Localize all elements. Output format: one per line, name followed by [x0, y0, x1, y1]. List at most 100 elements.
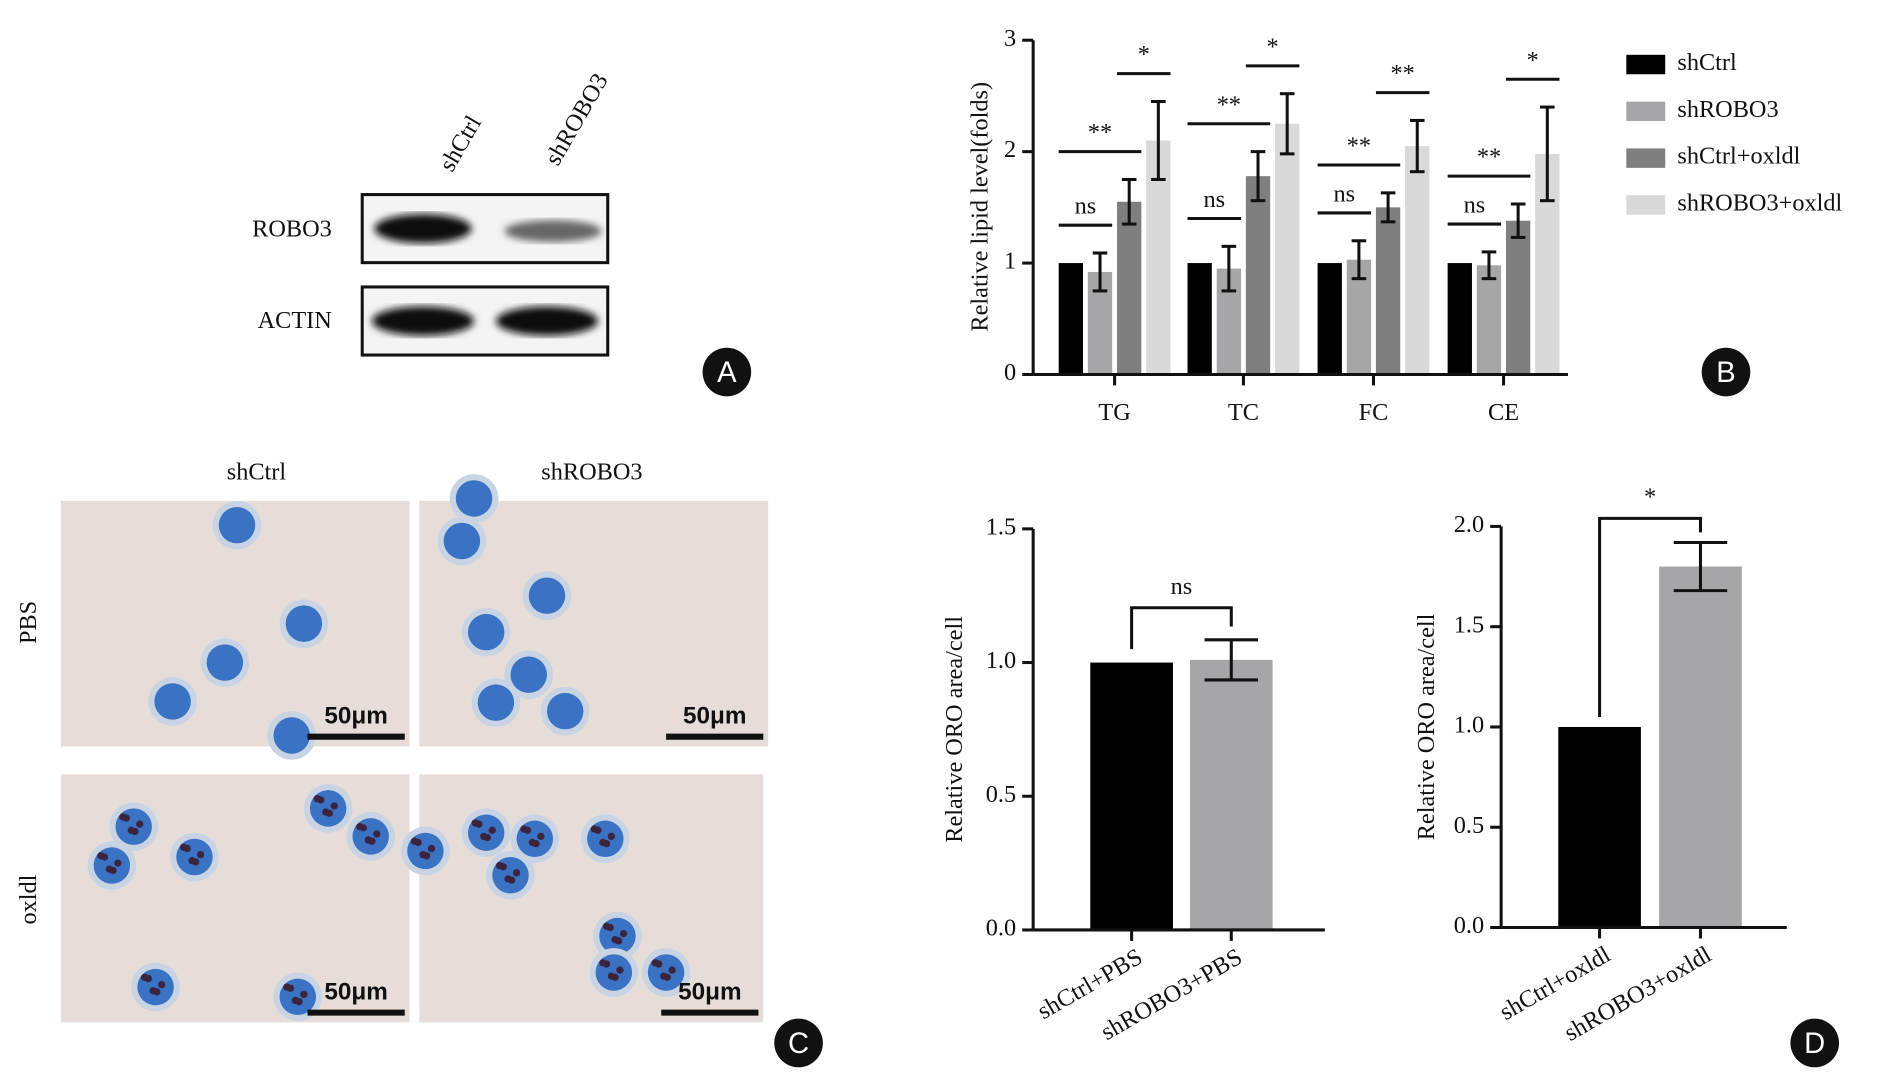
panel-badge	[1790, 1018, 1840, 1068]
legend-swatch	[1626, 101, 1666, 122]
lipid-droplet	[300, 990, 308, 999]
legend-swatch	[1626, 148, 1666, 168]
bar	[1659, 566, 1742, 928]
significance-label: ns	[1334, 180, 1356, 207]
bar	[1117, 201, 1142, 375]
significance-label: **	[1477, 144, 1501, 171]
lipid-droplet	[488, 826, 496, 834]
lipid-droplet	[619, 929, 628, 938]
lipid-droplet	[368, 837, 376, 845]
lipid-droplet	[109, 866, 117, 875]
significance-label: ns	[1171, 573, 1193, 600]
bar	[1405, 146, 1430, 375]
legend-label: shCtrl+oxldl	[1677, 143, 1800, 170]
nucleus	[218, 506, 256, 544]
lipid-droplet	[532, 840, 540, 848]
y-axis-label: Relative ORO area/cell	[941, 616, 968, 843]
lipid-droplet	[602, 960, 611, 968]
bar	[1375, 207, 1401, 375]
nucleus	[510, 656, 547, 693]
micrographs: 50μm 50μm 50μm 50μm	[60, 474, 769, 1023]
lipid-droplet	[286, 984, 295, 992]
y-tick-label: 1.0	[986, 647, 1016, 674]
y-axis-label: Relative ORO area/cell	[1413, 613, 1440, 840]
scale-label: 50μm	[683, 703, 747, 730]
band	[495, 306, 599, 336]
nucleus	[443, 522, 481, 560]
bar	[1558, 726, 1641, 928]
y-tick-label: 1.5	[1454, 611, 1484, 638]
lipid-droplet	[606, 923, 614, 932]
bar	[1275, 123, 1300, 375]
y-tick-label: 0.0	[1454, 912, 1484, 939]
bar	[1090, 662, 1173, 930]
lipid-droplet	[136, 820, 144, 828]
nucleus	[477, 684, 515, 721]
y-tick-label: 0.5	[986, 781, 1016, 808]
nucleus	[546, 692, 584, 730]
panel-letter: B	[1716, 357, 1735, 389]
lipid-droplet	[330, 802, 338, 810]
y-tick-label: 1.0	[1454, 712, 1484, 739]
row-label: ACTIN	[258, 307, 332, 334]
legend-label: shCtrl	[1677, 49, 1737, 76]
lane-label: shROBO3	[540, 69, 614, 170]
lipid-droplet	[359, 824, 368, 832]
significance-label: **	[1347, 133, 1371, 160]
lipid-droplet	[594, 826, 602, 834]
nucleus	[285, 605, 323, 642]
x-tick-label: FC	[1359, 399, 1389, 426]
lipid-droplet	[508, 876, 516, 884]
lipid-droplet	[668, 966, 676, 974]
bar	[1058, 263, 1083, 375]
lane-label: shCtrl	[434, 111, 487, 176]
bar	[1189, 659, 1273, 930]
bar	[1317, 263, 1342, 375]
y-tick-label: 2	[1004, 136, 1016, 163]
lipid-droplet	[616, 966, 624, 974]
significance-label: *	[1267, 33, 1279, 60]
lipid-droplet	[523, 826, 532, 834]
scale-label: 50μm	[678, 979, 742, 1006]
significance-label: *	[1138, 41, 1150, 68]
lipid-droplet	[183, 844, 191, 853]
legend-label: shROBO3	[1677, 96, 1778, 123]
significance-label: ns	[1075, 193, 1097, 220]
lipid-droplet	[512, 869, 521, 877]
band	[371, 306, 475, 336]
nucleus	[455, 480, 493, 517]
lipid-droplet	[475, 820, 483, 828]
column-label: shCtrl	[227, 459, 287, 486]
lipid-droplet	[295, 998, 303, 1006]
significance-label: **	[1088, 119, 1112, 146]
lipid-droplet	[655, 960, 663, 968]
lipid-droplet	[131, 827, 139, 836]
panel-badge	[702, 347, 752, 397]
significance-label: *	[1527, 47, 1539, 74]
x-tick-label: CE	[1488, 399, 1519, 426]
y-tick-label: 1	[1004, 248, 1016, 275]
lipid-droplet	[499, 863, 507, 871]
bar	[1505, 220, 1531, 375]
row-label: PBS	[15, 601, 42, 644]
band	[504, 220, 602, 242]
lipid-droplet	[373, 830, 381, 838]
lipid-droplet	[483, 833, 492, 842]
nucleus	[206, 644, 244, 681]
significance-label: ns	[1464, 192, 1486, 219]
significance-label: **	[1217, 91, 1241, 118]
bar	[1245, 176, 1271, 375]
x-tick-label: TC	[1228, 399, 1259, 426]
y-tick-label: 0.5	[1454, 812, 1484, 839]
significance-label: ns	[1203, 186, 1225, 213]
panel-badge	[1701, 347, 1751, 397]
significance-label: **	[1391, 60, 1415, 87]
lipid-droplet	[158, 981, 166, 989]
lipid-droplet	[122, 814, 131, 822]
panel-letter: A	[717, 357, 737, 389]
column-label: shROBO3	[541, 459, 642, 486]
lipid-droplet	[602, 840, 611, 848]
panel-letter: D	[1804, 1028, 1825, 1060]
bar	[1476, 265, 1502, 375]
